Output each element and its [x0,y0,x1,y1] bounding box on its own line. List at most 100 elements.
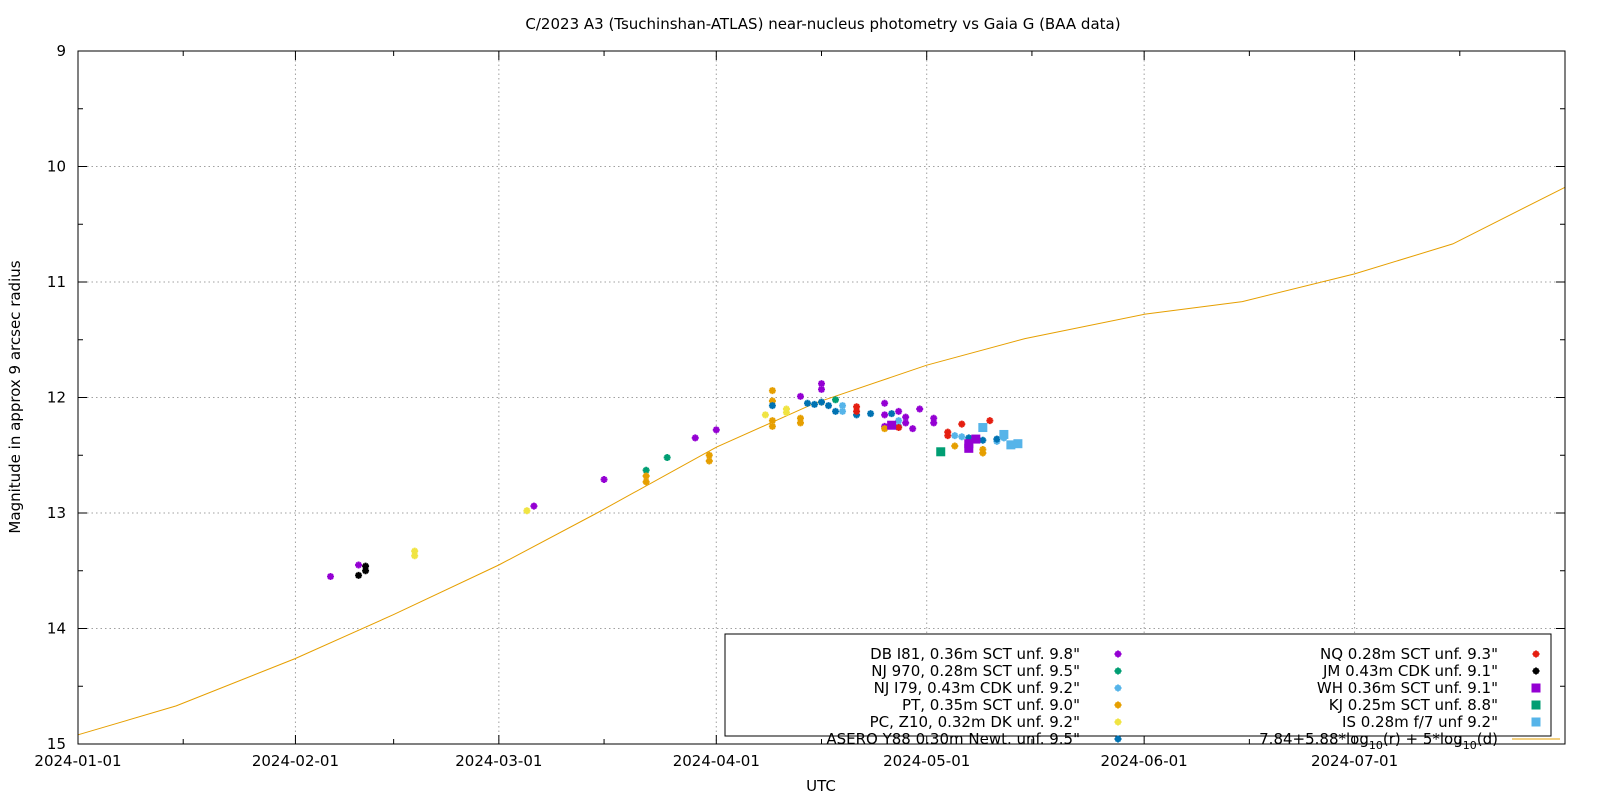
legend-label-model: 7.84+5.88*log10(r) + 5*log10(d) [1259,730,1498,752]
data-point [887,420,897,430]
data-point [853,407,861,415]
legend-label: NJ 970, 0.28m SCT unf. 9.5" [871,662,1080,680]
x-axis-label: UTC [806,777,836,795]
data-point [642,478,650,486]
data-points [327,380,1023,581]
data-point [691,434,699,442]
data-point [362,567,370,575]
data-point [867,410,875,418]
data-point [971,434,981,444]
data-point [979,449,987,457]
data-point [1006,440,1016,450]
data-point [936,447,946,457]
data-point [411,547,419,555]
legend-marker [1531,683,1541,693]
data-point [951,432,959,440]
x-tick-label: 2024-02-01 [252,752,339,770]
legend-subscript: 10 [1369,739,1383,752]
data-point [818,398,825,406]
data-point [782,409,790,417]
chart-title: C/2023 A3 (Tsuchinshan-ATLAS) near-nucle… [525,15,1120,33]
data-point [979,436,987,444]
y-tick-label: 11 [47,273,66,291]
data-point [895,417,903,425]
data-point [768,417,776,425]
data-point [818,380,825,388]
data-point [796,392,804,400]
data-point [839,402,847,410]
data-point [964,443,974,453]
data-point [803,399,811,407]
data-point [999,429,1009,439]
data-point [895,424,903,432]
grid [78,51,1565,744]
legend-marker [1531,700,1541,710]
data-point [964,439,974,449]
legend-marker [1531,717,1541,727]
legend-label: IS 0.28m f/7 unf 9.2" [1342,713,1498,731]
x-tick-label: 2024-05-01 [883,752,970,770]
data-point [888,410,896,418]
legend-marker [1114,667,1122,675]
data-point [355,561,363,569]
legend-marker [1114,684,1122,692]
data-point [930,414,938,422]
y-axis-label: Magnitude in approx 9 arcsec radius [6,260,24,533]
data-point [993,435,1001,443]
legend-label: ASERO Y88 0.30m Newt. unf. 9.5" [826,730,1080,748]
x-tick-label: 2024-03-01 [455,752,542,770]
legend-subscript: 10 [1463,739,1477,752]
y-tick-label: 14 [47,620,66,638]
legend-label: KJ 0.25m SCT unf. 8.8" [1329,696,1498,714]
x-tick-label: 2024-07-01 [1311,752,1398,770]
legend-marker [1114,701,1122,709]
data-point [902,419,910,427]
data-point [796,414,804,422]
data-point [642,466,650,474]
data-point [796,419,804,427]
y-tick-label: 12 [47,389,66,407]
x-tick-label: 2024-04-01 [673,752,760,770]
data-point [768,422,776,430]
y-tick-label: 10 [47,158,66,176]
data-point [327,573,335,581]
data-point [411,552,419,560]
legend-marker [1532,650,1540,658]
data-point [355,571,363,579]
legend-label: NJ I79, 0.43m CDK unf. 9.2" [874,679,1080,697]
x-tick-label: 2024-06-01 [1101,752,1188,770]
data-point [958,433,966,441]
plot-frame [77,50,1566,745]
legend-box [724,633,1552,737]
data-point [600,476,608,484]
legend-label-part: 7.84+5.88*log [1259,730,1369,748]
data-point [530,502,538,510]
x-tick-label: 2024-01-01 [34,752,121,770]
y-tick-label: 15 [47,735,66,753]
data-point [818,385,825,393]
data-point [825,402,833,410]
data-point [916,405,924,413]
data-point [705,451,713,459]
data-point [362,562,370,570]
data-point [712,426,720,434]
data-point [768,397,776,405]
data-point [895,407,903,415]
data-point [832,396,840,404]
data-point [1013,439,1023,449]
legend-label-part: (r) + 5*log [1383,730,1463,748]
data-point [951,442,959,450]
data-point [663,454,671,462]
data-point [705,457,713,465]
data-point [978,423,988,433]
data-point [768,387,776,395]
data-point [930,419,938,427]
legend-label: DB I81, 0.36m SCT unf. 9.8" [870,645,1080,663]
data-point [761,411,769,419]
y-tick-label: 9 [56,42,66,60]
y-tick-label: 13 [47,504,66,522]
legend-marker [1532,667,1540,675]
data-point [881,411,889,419]
